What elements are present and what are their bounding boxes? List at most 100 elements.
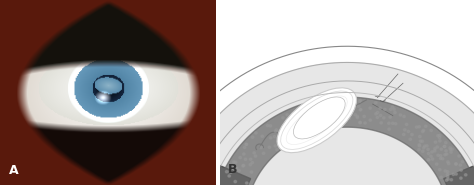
- Circle shape: [358, 100, 361, 102]
- Circle shape: [440, 148, 443, 150]
- Circle shape: [444, 154, 447, 156]
- Circle shape: [345, 109, 348, 111]
- Circle shape: [319, 103, 322, 106]
- Circle shape: [313, 126, 316, 129]
- Circle shape: [436, 163, 438, 165]
- Polygon shape: [182, 156, 251, 185]
- Circle shape: [311, 115, 314, 117]
- Circle shape: [428, 152, 430, 155]
- Text: A: A: [9, 164, 18, 177]
- Circle shape: [306, 120, 309, 122]
- Circle shape: [327, 118, 329, 120]
- Circle shape: [311, 120, 314, 122]
- Circle shape: [443, 145, 446, 148]
- Circle shape: [393, 108, 395, 110]
- Circle shape: [407, 130, 410, 133]
- Circle shape: [425, 125, 427, 127]
- Circle shape: [284, 122, 287, 125]
- Circle shape: [357, 105, 360, 107]
- Circle shape: [318, 109, 320, 112]
- Circle shape: [279, 140, 282, 142]
- Circle shape: [418, 149, 420, 151]
- Circle shape: [394, 111, 396, 114]
- Circle shape: [446, 173, 449, 176]
- Circle shape: [438, 136, 441, 139]
- Circle shape: [418, 145, 421, 147]
- Circle shape: [269, 137, 272, 139]
- Circle shape: [438, 140, 441, 142]
- Circle shape: [461, 161, 464, 163]
- Circle shape: [427, 148, 429, 151]
- Circle shape: [388, 122, 390, 125]
- Circle shape: [302, 127, 305, 130]
- Circle shape: [244, 158, 247, 160]
- Circle shape: [403, 115, 405, 118]
- Circle shape: [446, 153, 448, 155]
- Circle shape: [455, 163, 457, 165]
- Circle shape: [451, 148, 453, 150]
- Circle shape: [345, 106, 347, 108]
- Circle shape: [254, 155, 257, 157]
- Circle shape: [246, 182, 248, 184]
- Circle shape: [460, 169, 463, 171]
- Circle shape: [445, 142, 447, 144]
- Circle shape: [369, 107, 372, 109]
- Circle shape: [234, 180, 237, 183]
- Circle shape: [242, 164, 245, 166]
- Circle shape: [314, 117, 317, 119]
- Circle shape: [320, 116, 323, 118]
- Circle shape: [324, 110, 326, 112]
- Circle shape: [465, 174, 467, 176]
- Circle shape: [431, 151, 433, 153]
- Circle shape: [439, 155, 442, 157]
- Circle shape: [426, 145, 428, 147]
- Circle shape: [415, 126, 418, 128]
- Circle shape: [438, 134, 441, 137]
- Circle shape: [356, 117, 359, 119]
- Circle shape: [268, 146, 271, 148]
- Circle shape: [251, 136, 254, 138]
- Circle shape: [376, 116, 379, 119]
- Circle shape: [450, 151, 452, 153]
- Circle shape: [452, 173, 455, 176]
- Circle shape: [308, 112, 310, 114]
- Circle shape: [242, 165, 244, 167]
- Circle shape: [323, 104, 326, 107]
- Circle shape: [422, 129, 425, 132]
- Circle shape: [428, 159, 430, 161]
- Circle shape: [359, 121, 362, 123]
- Circle shape: [447, 171, 449, 173]
- Circle shape: [402, 133, 405, 136]
- Ellipse shape: [281, 91, 353, 149]
- Circle shape: [348, 117, 351, 120]
- Circle shape: [245, 143, 247, 145]
- Circle shape: [337, 118, 340, 120]
- Circle shape: [403, 129, 406, 131]
- Circle shape: [310, 123, 313, 125]
- Circle shape: [331, 110, 333, 113]
- Circle shape: [433, 150, 436, 152]
- Circle shape: [441, 158, 444, 160]
- Polygon shape: [185, 63, 474, 185]
- Circle shape: [421, 150, 424, 152]
- Circle shape: [346, 113, 349, 115]
- Circle shape: [239, 156, 241, 159]
- Circle shape: [243, 146, 246, 149]
- Circle shape: [447, 162, 450, 165]
- Circle shape: [339, 113, 342, 115]
- Circle shape: [359, 109, 362, 111]
- Circle shape: [379, 114, 382, 117]
- Circle shape: [449, 148, 452, 151]
- Circle shape: [229, 171, 232, 173]
- Circle shape: [364, 122, 366, 124]
- Circle shape: [460, 177, 462, 179]
- Circle shape: [374, 102, 377, 104]
- Circle shape: [348, 115, 350, 118]
- Circle shape: [319, 107, 322, 110]
- Circle shape: [418, 126, 420, 128]
- Circle shape: [273, 135, 276, 138]
- Circle shape: [391, 106, 394, 108]
- Circle shape: [436, 146, 438, 148]
- Circle shape: [291, 122, 293, 125]
- Circle shape: [245, 143, 247, 146]
